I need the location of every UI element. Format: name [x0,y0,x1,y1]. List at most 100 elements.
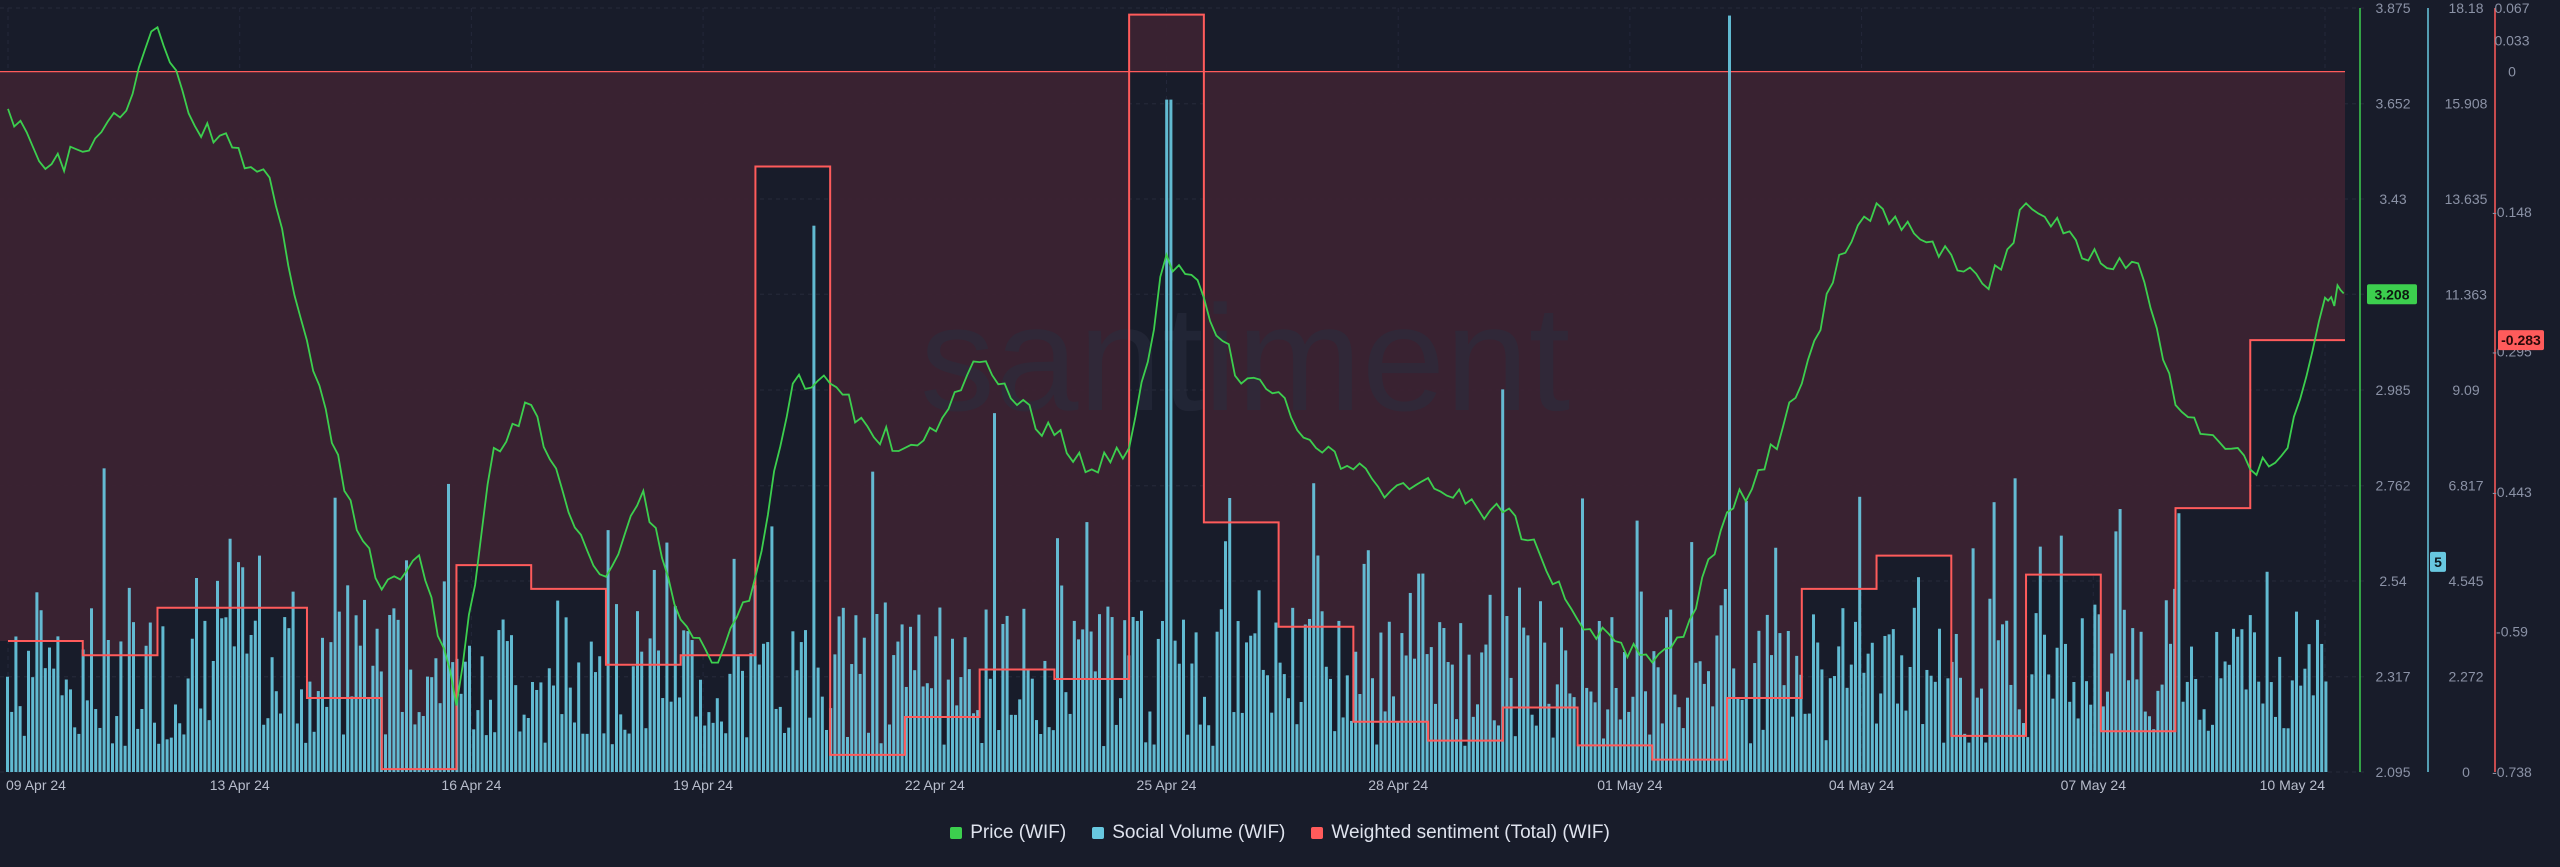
social-volume-bar [1333,731,1337,772]
social-volume-bar [1870,642,1874,772]
social-volume-bar [2190,646,2193,772]
social_volume-tick-label: 0 [2462,764,2470,780]
social-volume-current-badge-bg [2430,551,2446,572]
social-volume-bar [636,611,639,772]
social-volume-bar [972,713,975,772]
social-volume-bar [825,729,828,772]
social-volume-bar [1186,734,1190,772]
legend-item[interactable]: Price (WIF) [950,822,1066,844]
social-volume-bar [925,683,929,772]
sentiment-line [8,13,2345,771]
social-volume-bar [770,526,774,772]
social-volume-bar [1736,697,1740,772]
social-volume-bar [216,580,219,772]
social-volume-bar [2148,716,2151,772]
social-volume-bar [1744,500,1748,772]
sentiment-tick-label: -0.148 [2492,204,2532,220]
social-volume-bar [1946,678,1950,772]
social-volume-bar [808,717,812,772]
social-volume-bar [1198,724,1202,772]
legend-item[interactable]: Weighted sentiment (Total) (WIF) [1311,822,1610,844]
social-volume-bar [203,620,207,772]
social-volume-bar [1051,730,1055,772]
social-volume-bar [2122,609,2126,772]
social-volume-bar [2068,701,2072,772]
social-volume-bar [2194,679,2198,772]
social-volume-bar [980,743,984,772]
social-volume-bar [1366,550,1370,772]
social-volume-bar [1392,696,1395,772]
social-volume-bar [304,742,308,772]
social-volume-bar [917,614,921,772]
social-volume-bar [115,716,119,772]
social-volume-bar [2215,631,2219,772]
social-volume-bar [946,679,950,772]
social-volume-bar [1173,640,1177,772]
social-volume-bar [111,743,114,772]
social-volume-bar [1992,502,1996,772]
social-volume-bar [1421,573,1425,772]
social-volume-bar [497,630,501,772]
sentiment-current-badge-bg [2498,330,2544,351]
social-volume-bar [207,720,211,772]
social-volume-bar [224,617,228,772]
social-volume-bar [2181,701,2185,772]
social-volume-bar [1425,654,1429,772]
social-volume-bar [1778,633,1782,772]
social-volume-bar [1665,617,1668,772]
social-volume-bar [816,667,820,772]
social-volume-bar [321,637,324,772]
social-volume-bar [1077,639,1080,772]
social-volume-bar [598,656,602,772]
social-volume-bar [531,681,534,772]
social-volume-bar [535,689,539,772]
social-volume-bar [245,653,249,772]
social-volume-bar [1539,601,1542,772]
social-volume-bar [1959,677,1962,772]
social-volume-bar [1526,635,1530,772]
social-volume-bar [1522,627,1526,772]
sentiment-tick-label: -0.443 [2492,484,2532,500]
social-volume-bar [157,743,161,772]
social-volume-bar [879,743,883,772]
social-volume-bar [581,733,585,772]
social-volume-bar [489,699,492,772]
social-volume-bar [1791,716,1794,772]
social-volume-bar [308,681,312,772]
social-volume-bar [804,630,807,772]
social-volume-bar [539,682,543,772]
social-volume-bar [266,718,270,772]
price-tick-label: 3.875 [2375,0,2410,16]
social-volume-bar [127,587,131,772]
social-volume-bar [547,668,551,772]
social-volume-bar [556,600,560,772]
social-volume-bar [1644,691,1647,772]
social-volume-bar [1648,734,1652,772]
social-volume-bar [1098,614,1101,772]
price-tick-label: 2.985 [2375,382,2410,398]
social-volume-bar [174,704,177,772]
social-volume-bar [2001,624,2004,772]
social-volume-bar [594,672,597,772]
legend-item[interactable]: Social Volume (WIF) [1092,822,1285,844]
social-volume-bar [1896,703,1899,772]
social_volume-tick-label: 15.908 [2445,95,2488,111]
social-volume-bar [136,728,140,772]
social-volume-bar [476,710,480,772]
social-volume-bar [1765,614,1769,772]
social_volume-tick-label: 18.18 [2448,0,2483,16]
social-volume-bar [2269,682,2273,772]
social-volume-bar [258,555,261,772]
social-volume-bar [27,650,30,772]
social_volume-tick-label: 6.817 [2448,478,2483,494]
price-tick-label: 2.095 [2375,764,2410,780]
social-volume-bar [1383,711,1387,772]
social-volume-bar [1719,605,1723,772]
social-volume-bar [1803,713,1807,772]
social-volume-bar [1555,684,1559,772]
social-volume-bar [1728,15,1731,773]
social-volume-bar [1320,611,1324,772]
social-volume-bar [652,569,656,772]
social-volume-bar [2257,681,2261,772]
social-volume-bar [1891,629,1895,772]
